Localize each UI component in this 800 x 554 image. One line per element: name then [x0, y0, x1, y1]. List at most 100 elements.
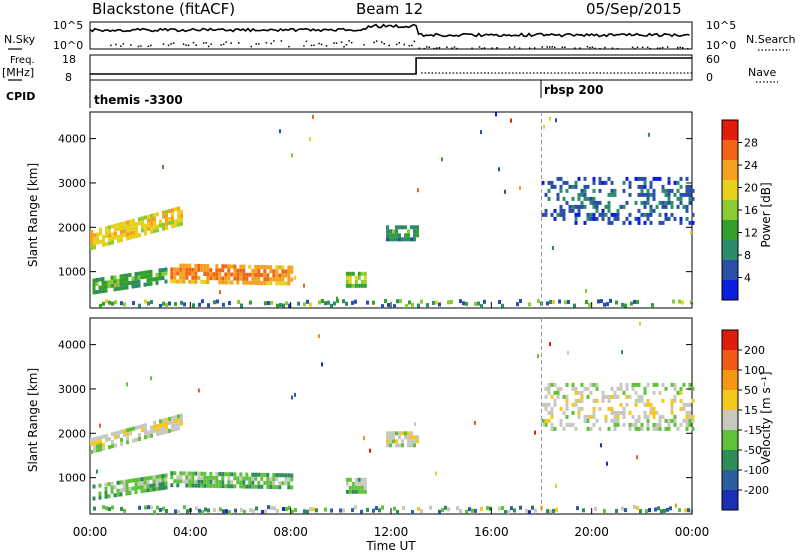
power-cell — [676, 180, 680, 185]
power-ground-cell — [132, 301, 135, 306]
velocity-cell — [275, 477, 279, 482]
power-cell — [541, 180, 545, 185]
power-ground-cell — [381, 304, 384, 309]
nsearch-point — [170, 43, 172, 45]
velocity-cell — [96, 440, 99, 445]
power-colorbar-tick-label: 20 — [744, 182, 758, 195]
velocity-cell — [200, 471, 204, 476]
power-cell — [171, 208, 174, 213]
nsearch-point — [426, 46, 428, 48]
power-ground-cell — [342, 299, 345, 304]
velocity-cell — [164, 477, 168, 482]
power-cell — [345, 279, 349, 284]
velocity-cell — [236, 476, 240, 481]
power-cell — [357, 283, 361, 288]
velocity-sparse-cell — [414, 422, 416, 427]
velocity-cell — [191, 479, 195, 484]
power-cell — [239, 276, 243, 281]
power-cell — [281, 269, 285, 274]
power-cell — [113, 287, 117, 292]
velocity-ground-cell — [513, 508, 516, 513]
velocity-sparse-cell — [621, 350, 623, 355]
power-cell — [138, 217, 141, 222]
power-cell — [138, 233, 141, 238]
power-cell — [254, 264, 258, 269]
velocity-ground-cell — [417, 506, 420, 511]
power-cell — [245, 280, 249, 285]
power-cell — [360, 279, 364, 284]
power-cell — [649, 180, 653, 185]
power-ground-cell — [630, 301, 633, 306]
velocity-cell — [173, 479, 177, 484]
velocity-cell — [165, 417, 168, 422]
velocity-cell — [637, 418, 641, 423]
velocity-cell — [120, 441, 123, 446]
velocity-cell — [610, 418, 614, 423]
power-cell — [598, 176, 602, 181]
velocity-ground-cell — [195, 506, 198, 511]
power-cell — [156, 228, 159, 233]
power-cell — [574, 216, 578, 221]
velocity-cell — [616, 394, 620, 399]
nsearch-label: N.Search — [746, 33, 796, 46]
velocity-cell — [634, 402, 638, 407]
velocity-cell — [180, 421, 183, 426]
power-cell — [93, 241, 96, 246]
power-cell — [215, 268, 219, 273]
velocity-cell — [691, 426, 695, 431]
velocity-cell — [155, 478, 159, 483]
velocity-cell — [90, 441, 93, 446]
power-cell — [392, 233, 395, 238]
velocity-cell — [544, 418, 548, 423]
power-cell — [162, 222, 165, 227]
nsky-panel — [89, 21, 693, 50]
velocity-cell — [158, 486, 162, 491]
velocity-ground-cell — [468, 507, 471, 512]
power-cell — [123, 229, 126, 234]
velocity-sparse-cell — [150, 376, 152, 381]
velocity-cell — [592, 422, 596, 427]
power-cell — [413, 225, 416, 230]
velocity-cell — [610, 386, 614, 391]
velocity-cell — [628, 422, 632, 427]
velocity-cell — [191, 483, 195, 488]
power-ground-cell — [138, 303, 141, 308]
power-cell — [360, 271, 364, 276]
power-ground-cell — [549, 300, 552, 304]
x-axis-ticks: 00:00 04:00 08:00 12:00 16:00 20:00 00:00 — [73, 302, 709, 539]
velocity-sparse-cell — [435, 471, 437, 476]
velocity-cell — [649, 406, 653, 411]
power-cell — [180, 221, 183, 226]
nsearch-point — [631, 46, 634, 49]
power-cell — [209, 268, 213, 273]
velocity-cell — [583, 386, 587, 391]
power-cell — [287, 281, 291, 286]
velocity-cell — [634, 422, 638, 427]
velocity-cell — [242, 480, 246, 485]
velocity-ground-cell — [282, 507, 285, 511]
velocity-cell — [206, 479, 210, 484]
power-colorbar-segment — [722, 280, 738, 300]
velocity-cell — [141, 424, 144, 429]
velocity-cell — [363, 481, 367, 486]
velocity-cell — [140, 489, 144, 494]
power-cell — [242, 280, 246, 285]
power-sparse-cell — [162, 165, 164, 169]
velocity-cell — [108, 445, 111, 450]
power-cell — [275, 281, 279, 286]
velocity-cell — [281, 473, 285, 478]
velocity-cell — [108, 437, 111, 442]
power-ground-cell — [240, 303, 243, 308]
power-cell — [607, 216, 611, 221]
power-cell — [269, 269, 273, 274]
velocity-cell — [619, 386, 623, 391]
velocity-cell — [260, 472, 264, 477]
velocity-cell — [119, 480, 123, 485]
velocity-cell — [631, 422, 635, 427]
velocity-cell — [682, 402, 686, 407]
velocity-cell — [640, 398, 644, 403]
velocity-cell — [351, 481, 355, 486]
velocity-cell — [345, 481, 349, 486]
velocity-cell — [610, 394, 614, 399]
velocity-cell — [586, 426, 590, 431]
